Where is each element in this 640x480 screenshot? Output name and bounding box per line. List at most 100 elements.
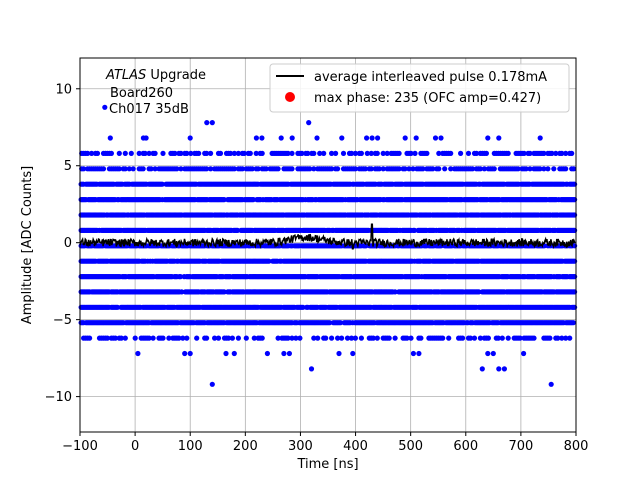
data-point <box>178 150 184 156</box>
data-point <box>410 166 416 172</box>
data-point <box>499 335 505 341</box>
data-point <box>541 150 547 156</box>
data-point <box>174 166 180 172</box>
data-point <box>251 335 257 341</box>
y-tick-label: 5 <box>64 159 72 174</box>
data-point <box>264 350 270 357</box>
data-point <box>370 335 376 341</box>
data-point <box>448 150 454 156</box>
data-point <box>87 335 93 341</box>
data-point <box>467 335 474 341</box>
data-point <box>150 335 156 341</box>
data-point <box>527 166 533 172</box>
data-point <box>375 135 381 141</box>
data-point <box>495 335 501 341</box>
data-point <box>471 335 478 341</box>
data-point <box>321 150 327 156</box>
y-tick-label: −10 <box>45 390 72 405</box>
data-point <box>408 150 414 156</box>
data-point <box>491 166 497 172</box>
data-point <box>289 166 295 172</box>
data-point <box>402 135 408 141</box>
data-point <box>89 150 95 156</box>
data-point <box>146 335 152 341</box>
data-point <box>177 274 184 280</box>
data-point <box>348 150 355 156</box>
data-point <box>329 166 335 172</box>
data-point <box>537 135 543 141</box>
data-point <box>217 150 224 156</box>
data-point <box>132 335 138 341</box>
x-tick-label: 600 <box>453 439 478 454</box>
data-point <box>563 166 569 172</box>
data-point <box>537 166 543 172</box>
x-tick-label: 500 <box>398 439 423 454</box>
data-point <box>527 150 533 156</box>
data-point <box>545 166 551 172</box>
data-point <box>209 381 215 387</box>
data-point <box>416 350 422 357</box>
data-point <box>299 150 305 156</box>
data-point <box>204 166 210 172</box>
data-point <box>314 135 320 141</box>
atlas-label: ATLAS <box>105 68 146 83</box>
data-point <box>135 350 141 357</box>
data-point <box>112 335 118 341</box>
data-point <box>104 335 110 341</box>
data-point <box>253 150 259 156</box>
data-point <box>408 335 414 341</box>
data-point <box>362 166 368 172</box>
data-point <box>479 366 485 372</box>
data-point <box>253 135 259 141</box>
data-point <box>126 166 132 172</box>
data-point <box>166 335 172 341</box>
data-point <box>311 166 317 172</box>
data-point <box>255 166 261 172</box>
data-point <box>436 166 442 172</box>
data-point <box>263 166 269 172</box>
data-point <box>380 150 386 156</box>
data-point <box>344 335 351 341</box>
data-point <box>300 304 306 310</box>
data-point <box>327 320 333 326</box>
data-point <box>85 150 91 156</box>
x-tick-label: 700 <box>508 439 533 454</box>
data-point <box>338 320 344 326</box>
data-point <box>363 243 369 249</box>
data-point <box>410 350 416 357</box>
data-point <box>438 135 444 141</box>
data-point <box>223 350 229 357</box>
data-point <box>212 335 218 341</box>
data-point <box>128 150 134 156</box>
data-point <box>204 120 210 126</box>
x-axis-ticks: −100 0 100 200 300 400 500 600 700 800 <box>62 432 588 454</box>
data-point <box>241 150 247 156</box>
data-point <box>278 135 284 141</box>
legend-entry-average: average interleaved pulse 0.178mA <box>314 70 547 85</box>
data-point <box>559 335 565 341</box>
data-point <box>490 350 496 357</box>
data-point <box>340 150 347 156</box>
data-point <box>286 350 292 357</box>
data-point <box>413 135 419 141</box>
data-point <box>308 366 315 372</box>
data-point <box>231 350 237 357</box>
data-point <box>420 166 426 172</box>
data-point <box>229 335 235 341</box>
data-point <box>336 350 342 357</box>
data-point <box>142 150 148 156</box>
legend-entry-max-phase: max phase: 235 (OFC amp=0.427) <box>314 91 541 106</box>
data-point <box>392 289 398 295</box>
data-point <box>215 335 222 341</box>
data-point <box>436 150 442 156</box>
data-point <box>122 166 128 172</box>
y-axis-label: Amplitude [ADC Counts] <box>20 166 35 324</box>
data-point <box>553 150 559 156</box>
data-point <box>231 150 237 156</box>
plot-frame <box>79 57 577 433</box>
data-point <box>485 335 491 341</box>
data-point <box>239 166 245 172</box>
data-point <box>204 150 210 156</box>
y-tick-label: −5 <box>53 313 72 328</box>
data-point <box>352 166 358 172</box>
